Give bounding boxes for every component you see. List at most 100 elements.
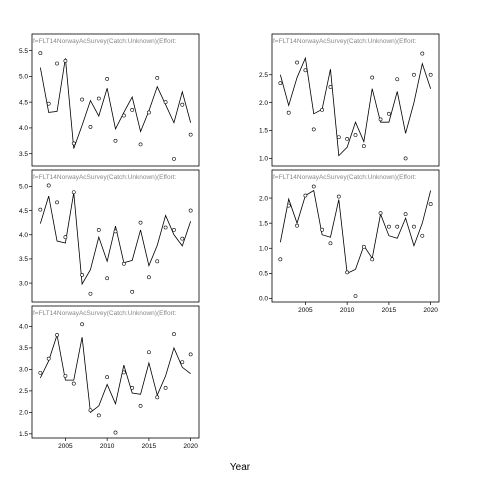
- observed-point: [163, 100, 168, 105]
- observed-point: [420, 233, 425, 238]
- observed-point: [55, 61, 59, 66]
- observed-point: [412, 224, 416, 229]
- observed-point: [38, 51, 43, 56]
- observed-point: [278, 257, 283, 262]
- observed-point: [130, 385, 135, 390]
- observed-point: [295, 60, 299, 65]
- observed-point: [370, 257, 375, 262]
- observed-point: [46, 101, 51, 106]
- observed-point: [71, 190, 76, 195]
- y-tick-label: 2.0: [259, 195, 268, 202]
- observed-point: [172, 228, 176, 232]
- panel-row2-col2: f=FLT14NorwayAcSurvey(Catch:Unknown)(Eff…: [259, 169, 440, 314]
- observed-point: [395, 224, 400, 229]
- y-tick-label: 1.0: [259, 156, 268, 163]
- observed-point: [63, 58, 68, 63]
- y-tick-label: 1.5: [259, 220, 268, 227]
- observed-point: [412, 72, 416, 77]
- fitted-line: [279, 189, 432, 274]
- fitted-line: [279, 56, 432, 157]
- observed-point: [138, 142, 143, 147]
- observed-point: [38, 207, 43, 212]
- panel-frame: [31, 305, 200, 439]
- observed-point: [138, 404, 143, 408]
- x-tick-label: 2005: [58, 443, 73, 450]
- observed-point: [370, 75, 375, 80]
- observed-point: [88, 408, 93, 413]
- observed-point: [403, 156, 408, 161]
- observed-point: [113, 430, 118, 435]
- observed-point: [146, 350, 151, 355]
- y-tick-label: 2.5: [19, 388, 28, 395]
- observed-point: [395, 77, 400, 82]
- observed-point: [278, 81, 283, 86]
- panel-row1-col2: f=FLT14NorwayAcSurvey(Catch:Unknown)(Eff…: [259, 33, 440, 167]
- panel-strip-label: f=FLT14NorwayAcSurvey(Catch:Unknown)(Eff…: [273, 174, 417, 181]
- observed-point: [286, 110, 291, 115]
- observed-point: [105, 375, 110, 380]
- y-tick-label: 1.0: [259, 245, 268, 252]
- observed-point: [172, 332, 176, 337]
- observed-point: [303, 68, 308, 73]
- observed-point: [163, 385, 168, 390]
- observed-point: [71, 141, 76, 146]
- y-tick-label: 5.5: [19, 48, 28, 55]
- observed-point: [96, 228, 101, 232]
- y-tick-label: 3.0: [19, 280, 28, 287]
- observed-point: [345, 270, 350, 275]
- observed-point: [80, 322, 85, 327]
- observed-point: [55, 333, 59, 337]
- panel-row2-col1: f=FLT14NorwayAcSurvey(Catch:Unknown)(Eff…: [19, 169, 200, 303]
- observed-point: [155, 395, 160, 400]
- y-tick-label: 2.0: [259, 100, 268, 107]
- x-tick-label: 2020: [183, 443, 198, 450]
- y-tick-label: 4.0: [19, 324, 28, 331]
- y-tick-label: 3.5: [19, 345, 28, 352]
- y-tick-label: 3.5: [19, 151, 28, 158]
- observed-point: [155, 259, 160, 264]
- panel-frame: [31, 169, 200, 303]
- observed-point: [328, 241, 333, 246]
- y-tick-label: 4.0: [19, 125, 28, 132]
- y-tick-label: 3.5: [19, 256, 28, 263]
- observed-point: [105, 77, 110, 81]
- observed-point: [353, 133, 358, 137]
- x-tick-label: 2010: [340, 307, 355, 314]
- y-tick-label: 5.0: [19, 184, 28, 191]
- fitted-line: [39, 334, 191, 414]
- observed-point: [320, 108, 325, 112]
- observed-point: [180, 360, 185, 365]
- y-tick-label: 3.0: [19, 367, 28, 374]
- observed-point: [146, 275, 151, 280]
- observed-point: [121, 261, 126, 266]
- observed-point: [163, 225, 168, 230]
- observed-point: [420, 51, 425, 56]
- observed-point: [130, 289, 135, 294]
- observed-point: [386, 111, 391, 116]
- y-tick-label: 0.0: [259, 296, 268, 303]
- y-tick-label: 2.0: [19, 410, 28, 417]
- observed-point: [295, 223, 299, 228]
- x-tick-label: 2010: [100, 443, 115, 450]
- observed-point: [121, 370, 126, 375]
- observed-point: [180, 102, 185, 107]
- observed-point: [378, 117, 383, 122]
- observed-point: [361, 244, 366, 249]
- observed-point: [188, 208, 193, 213]
- observed-point: [311, 184, 316, 189]
- observed-point: [378, 211, 383, 216]
- y-tick-label: 4.0: [19, 232, 28, 239]
- y-tick-label: 4.5: [19, 99, 28, 106]
- observed-point: [96, 413, 101, 418]
- observed-point: [403, 212, 408, 217]
- observed-point: [63, 235, 68, 240]
- observed-point: [46, 356, 51, 361]
- observed-point: [71, 381, 76, 386]
- y-tick-label: 2.5: [259, 72, 268, 79]
- observed-point: [96, 96, 101, 101]
- fitted-line: [39, 58, 192, 149]
- observed-point: [188, 352, 193, 357]
- y-tick-label: 1.5: [259, 128, 268, 135]
- x-tick-label: 2015: [142, 443, 157, 450]
- x-tick-label: 2020: [423, 307, 438, 314]
